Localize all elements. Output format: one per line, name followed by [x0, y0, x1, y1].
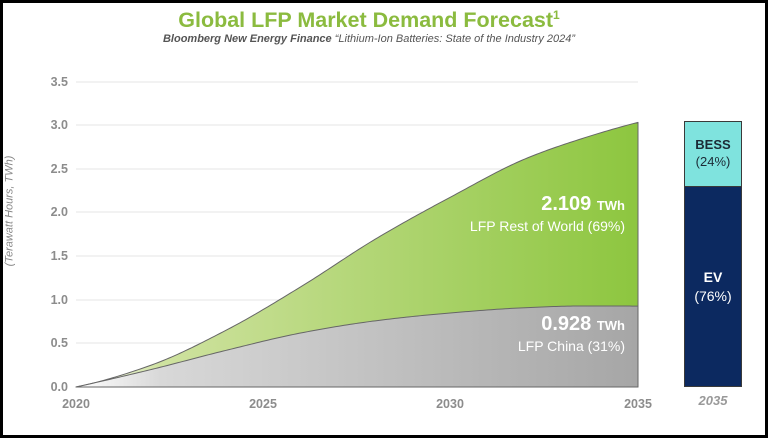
svg-text:1.0: 1.0: [51, 293, 68, 307]
svg-text:2035: 2035: [624, 397, 652, 411]
svg-text:1.5: 1.5: [51, 249, 68, 263]
svg-text:2.5: 2.5: [51, 162, 68, 176]
svg-text:2020: 2020: [62, 397, 90, 411]
svg-text:3.5: 3.5: [51, 75, 68, 89]
svg-text:2.0: 2.0: [51, 205, 68, 219]
svg-text:0.0: 0.0: [51, 380, 68, 394]
svg-text:2030: 2030: [436, 397, 464, 411]
svg-text:0.5: 0.5: [51, 336, 68, 350]
svg-text:3.0: 3.0: [51, 118, 68, 132]
svg-text:2025: 2025: [249, 397, 277, 411]
